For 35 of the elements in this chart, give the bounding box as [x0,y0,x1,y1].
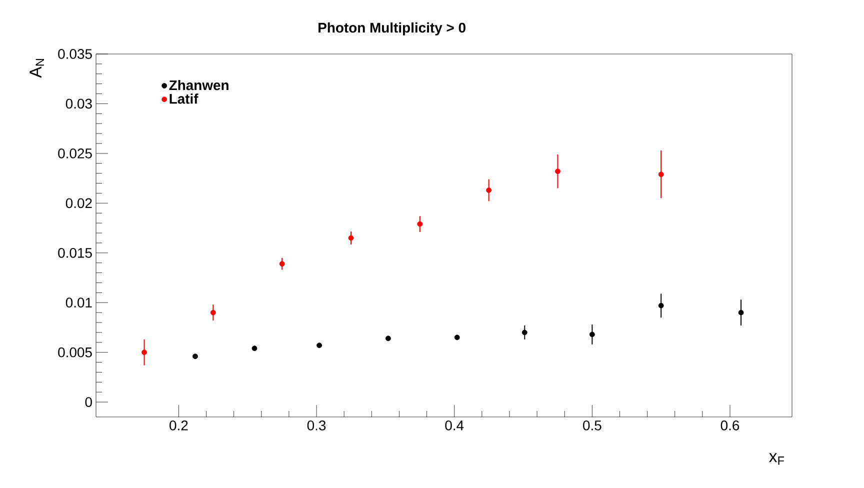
point [738,310,744,316]
point [252,346,258,352]
x-tick-label: 0.3 [307,420,326,430]
point [589,332,595,338]
point [454,334,460,340]
x-tick-label: 0.6 [720,420,740,430]
y-axis-title: A$_{N}$ [30,58,44,78]
y-tick-label: 0.03 [66,98,92,109]
point [348,235,354,241]
x-tick-label: 0.4 [445,420,464,430]
point [385,336,391,342]
y-tick-label: 0.025 [58,148,92,158]
legend-label: Latif [170,94,198,104]
point [522,330,528,336]
point [486,188,492,193]
point [658,302,664,308]
x-axis-title: x$_{F}$ [768,453,784,465]
y-tick-label: 0.005 [58,347,92,358]
y-tick-label: 0.02 [66,198,92,208]
y-tick-label: 0 [85,397,92,408]
point [658,172,664,178]
y-tick-label: 0.015 [58,248,92,258]
point [142,350,147,356]
point [210,310,216,316]
y-tick-label: 0.01 [66,298,92,308]
x-tick-label: 0.5 [583,420,602,430]
point [192,354,198,360]
x-tick-label: 0.2 [170,420,188,430]
y-tick-label: 0.035 [58,49,92,59]
legend-label: Zhanwen [169,80,228,90]
point [555,168,560,174]
point [417,221,423,227]
point [316,342,322,348]
chart-title: Photon Multiplicity > 0 [318,22,466,36]
point [279,261,285,267]
